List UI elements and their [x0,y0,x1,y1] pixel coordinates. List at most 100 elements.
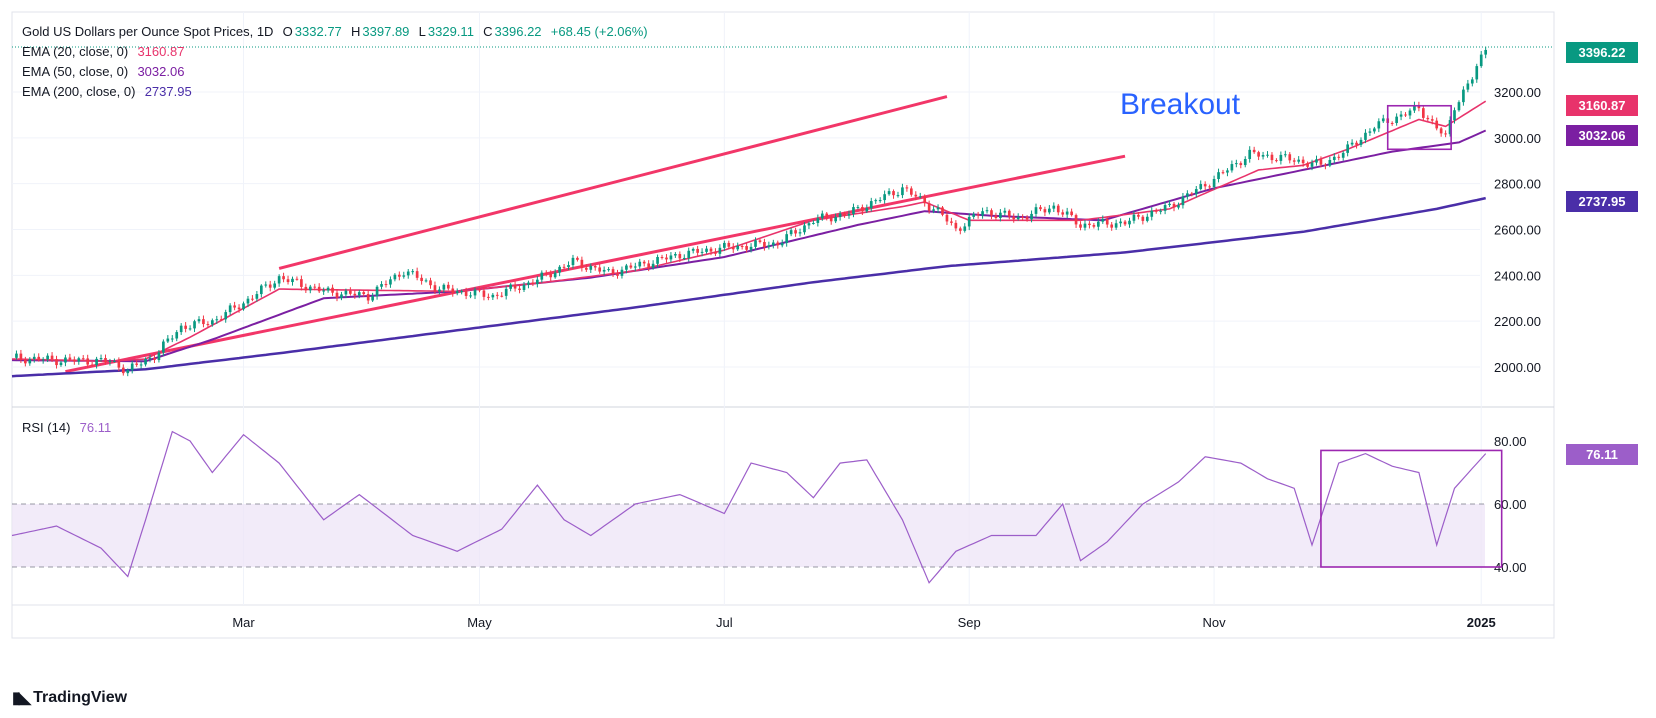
candle-body [411,271,415,273]
candle-body [638,261,642,267]
candle-body [237,307,241,310]
candle-body [967,216,971,227]
candle-body [776,242,780,246]
candle-body [865,208,869,212]
candle-body [1417,105,1421,109]
candle-body [518,288,521,290]
ema200-legend[interactable]: EMA (200, close, 0) 2737.95 [22,84,194,100]
candle-body [349,290,352,294]
candles-layer [15,46,1488,377]
candle-body [607,269,610,271]
candle-body [389,279,392,285]
ema50-legend[interactable]: EMA (50, close, 0) 3032.06 [22,64,186,80]
candle-body [1355,142,1358,145]
candle-body [945,214,949,222]
candle-body [825,213,829,218]
candle-body [1137,214,1140,217]
candle-body [19,353,23,360]
candle-body [665,257,668,260]
candle-body [1168,203,1171,206]
candle-body [308,286,312,291]
candle-body [81,358,85,360]
candle-body [1395,116,1398,124]
candle-body [1101,218,1105,222]
candle-body [544,272,548,274]
candle-body [589,265,593,270]
candle-body [438,289,441,292]
candle-body [1217,172,1220,179]
rsi-tick-label: 60.00 [1494,497,1527,512]
candle-body [567,265,570,268]
ema20-legend[interactable]: EMA (20, close, 0) 3160.87 [22,44,186,60]
candle-body [803,225,806,233]
rsi-label: RSI (14) [22,420,71,435]
candle-body [1181,196,1185,206]
candle-body [273,283,277,288]
candle-body [291,278,294,283]
candle-body [958,228,962,231]
candle-body [731,246,735,250]
candle-body [495,294,499,296]
candle-body [972,214,976,217]
candle-body [1088,223,1091,226]
ema20-line [11,100,1487,363]
candle-body [451,288,455,294]
candle-body [767,245,771,248]
ema200-price-tag: 2737.95 [1566,191,1638,212]
candle-body [259,285,263,295]
candle-body [55,359,58,366]
ema50-label: EMA (50, close, 0) [22,64,129,79]
candle-body [1105,218,1109,225]
candle-body [1226,170,1229,173]
candle-body [193,321,196,329]
candle-body [1012,216,1016,220]
candle-body [990,210,993,216]
candle-body [41,359,45,361]
tradingview-logo[interactable]: ▮◣ TradingView [12,688,127,708]
candle-body [1221,172,1225,174]
candle-body [1275,160,1278,162]
price-tick-label: 2800.00 [1494,177,1541,192]
candle-body [1039,207,1042,210]
candle-body [104,358,107,363]
candle-body [1350,142,1354,145]
candle-body [763,241,766,248]
candle-body [113,360,116,362]
candle-body [625,265,628,270]
rsi-legend[interactable]: RSI (14) 76.11 [22,420,113,436]
time-tick-label: May [467,615,492,630]
candle-body [1328,159,1332,166]
candle-body [1430,119,1434,121]
candle-body [1332,156,1336,160]
candle-body [549,273,553,278]
candle-body [446,284,450,289]
candle-body [1422,108,1425,118]
candle-body [366,294,370,301]
candle-body [1368,131,1372,133]
candle-body [1266,154,1269,156]
candle-body [794,230,797,234]
candle-body [963,226,967,231]
candle-body [135,363,138,365]
ema20-label: EMA (20, close, 0) [22,44,129,59]
candle-body [215,319,219,321]
candle-body [709,248,713,252]
candle-body [602,269,606,272]
candle-body [682,257,686,259]
candle-body [576,257,579,260]
candle-body [246,298,250,304]
candle-body [1177,205,1180,208]
candle-body [522,284,526,290]
candle-body [736,245,740,250]
candle-body [1484,49,1488,55]
candle-body [887,191,891,195]
candle-body [1021,216,1024,218]
candle-body [771,242,775,246]
candle-body [1043,209,1047,213]
candle-body [504,288,508,296]
price-tick-label: 3000.00 [1494,131,1541,146]
candle-body [1034,207,1038,214]
time-tick-label: Sep [958,615,981,630]
candle-body [184,325,187,329]
